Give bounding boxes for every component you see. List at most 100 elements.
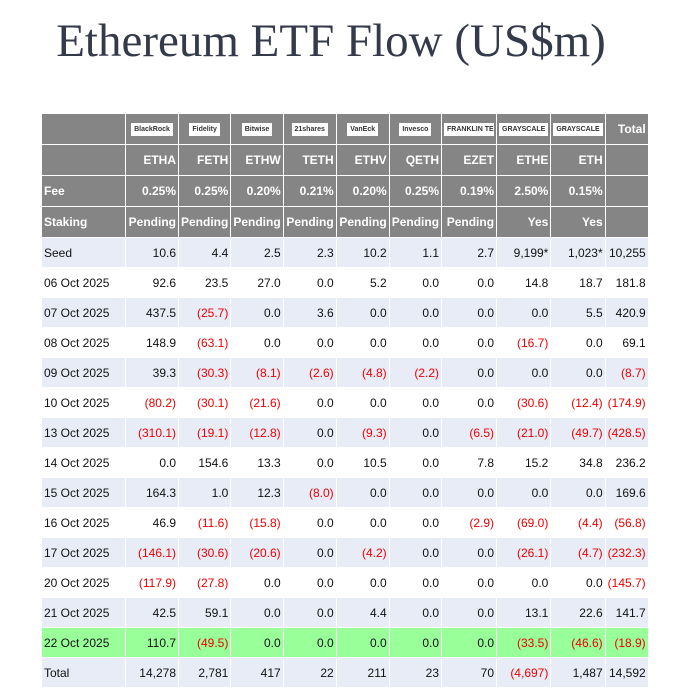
row-label: 08 Oct 2025 (41, 327, 126, 358)
flow-value: 0.0 (230, 327, 284, 358)
ticker: TETH (282, 144, 337, 176)
flow-value: 0.0 (282, 537, 337, 568)
total-header: Total (604, 113, 649, 145)
flow-value: 23.5 (177, 267, 232, 298)
flow-value: 0.0 (550, 327, 606, 358)
flow-value: 1,487 (550, 657, 606, 688)
empty-cell (604, 175, 649, 207)
flow-value: 0.0 (550, 567, 606, 598)
data-row: 10 Oct 2025 (80.2) (30.1) (21.6) 0.0 0.0 0.0 0.… (41, 387, 649, 418)
flow-value: 14,592 (604, 657, 649, 688)
flow-value: 34.8 (550, 447, 606, 478)
flow-value: 59.1 (177, 597, 232, 628)
flow-value: 46.9 (125, 507, 179, 538)
flow-value: 10.5 (335, 447, 390, 478)
flow-value: 181.8 (604, 267, 649, 298)
flow-value: (12.4) (550, 387, 606, 418)
flow-value: (4,697) (496, 657, 552, 688)
flow-value: 70 (441, 657, 498, 688)
staking: Pending (177, 206, 232, 238)
flow-value: (146.1) (125, 537, 179, 568)
brand-logo: VanEck (347, 123, 379, 137)
staking: Pending (125, 206, 179, 238)
flow-value: 1,023* (550, 237, 606, 268)
flow-value: 0.0 (335, 507, 390, 538)
flow-value: 0.0 (496, 477, 552, 508)
logo-cell: GRAYSCALE (550, 113, 606, 145)
flow-value: 169.6 (604, 477, 649, 508)
flow-value: 15.2 (496, 447, 552, 478)
flow-value: 0.0 (388, 447, 443, 478)
brand-logo: Bitwise (241, 123, 273, 137)
staking: Pending (230, 206, 284, 238)
flow-value: 0.0 (441, 357, 498, 388)
flow-value: (2.6) (282, 357, 337, 388)
row-label: 09 Oct 2025 (41, 357, 126, 388)
flow-value: 92.6 (125, 267, 179, 298)
row-label: 20 Oct 2025 (41, 567, 126, 598)
flow-value: 0.0 (282, 447, 337, 478)
flow-value: 0.0 (441, 627, 498, 658)
flow-value: (18.9) (604, 627, 649, 658)
empty-cell (604, 206, 649, 238)
flow-value: (310.1) (125, 417, 179, 448)
flow-value: (49.7) (550, 417, 606, 448)
row-label: 16 Oct 2025 (41, 507, 126, 538)
flow-value: (16.7) (496, 327, 552, 358)
flow-value: (11.6) (177, 507, 232, 538)
data-row: Total 14,278 2,781 417 22 211 23 70 (4,697) 1,487… (41, 657, 649, 688)
page-title: Ethereum ETF Flow (US$m) (56, 15, 606, 67)
flow-value: 0.0 (335, 387, 390, 418)
flow-value: 5.2 (335, 267, 390, 298)
flow-value: (80.2) (125, 387, 179, 418)
flow-value: 10.6 (125, 237, 179, 268)
flow-value: (33.5) (496, 627, 552, 658)
flow-value: 4.4 (177, 237, 232, 268)
logo-cell: FRANKLIN TEMPLETON (441, 113, 498, 145)
flow-value: (4.4) (550, 507, 606, 538)
flow-value: 420.9 (604, 297, 649, 328)
flow-value: 0.0 (282, 327, 337, 358)
flow-value: (20.6) (230, 537, 284, 568)
flow-value: (27.8) (177, 567, 232, 598)
row-label: 21 Oct 2025 (41, 597, 126, 628)
row-label: 07 Oct 2025 (41, 297, 126, 328)
logo-cell: Bitwise (230, 113, 284, 145)
flow-value: 0.0 (441, 327, 498, 358)
ticker: FETH (177, 144, 232, 176)
brand-logo: 21shares (291, 123, 328, 137)
flow-value: 417 (230, 657, 284, 688)
flow-value: 0.0 (282, 597, 337, 628)
flow-value: 0.0 (441, 387, 498, 418)
flow-value: 14,278 (125, 657, 179, 688)
fee: 0.21% (282, 175, 337, 207)
flow-value: 0.0 (388, 387, 443, 418)
flow-value: 0.0 (335, 477, 390, 508)
logo-cell: VanEck (335, 113, 390, 145)
fee: 0.25% (125, 175, 179, 207)
empty-cell (604, 144, 649, 176)
flow-value: (19.1) (177, 417, 232, 448)
flow-value: 0.0 (125, 447, 179, 478)
fee: 0.15% (550, 175, 606, 207)
flow-value: 0.0 (335, 627, 390, 658)
flow-value: (46.6) (550, 627, 606, 658)
flow-value: 0.0 (388, 477, 443, 508)
flow-value: 0.0 (230, 567, 284, 598)
data-row: 22 Oct 2025 110.7 (49.5) 0.0 0.0 0.0 0.0 0.0 (33… (41, 627, 649, 658)
header-row: ETHA FETH ETHW TETH ETHV QETH EZET ETHE ETH (41, 144, 649, 176)
flow-value: (8.7) (604, 357, 649, 388)
flow-value: 0.0 (282, 387, 337, 418)
empty-cell (41, 144, 126, 176)
flow-value: (428.5) (604, 417, 649, 448)
flow-value: 110.7 (125, 627, 179, 658)
fee: 0.20% (230, 175, 284, 207)
header-row: Fee 0.25% 0.25% 0.20% 0.21% 0.20% 0.25% 0.19% 2.… (41, 175, 649, 207)
brand-logo: FRANKLIN TEMPLETON (444, 123, 495, 137)
logo-cell: Fidelity (177, 113, 232, 145)
flow-value: (4.7) (550, 537, 606, 568)
row-label: Total (41, 657, 126, 688)
flow-value: 0.0 (496, 357, 552, 388)
empty-cell (41, 113, 126, 145)
